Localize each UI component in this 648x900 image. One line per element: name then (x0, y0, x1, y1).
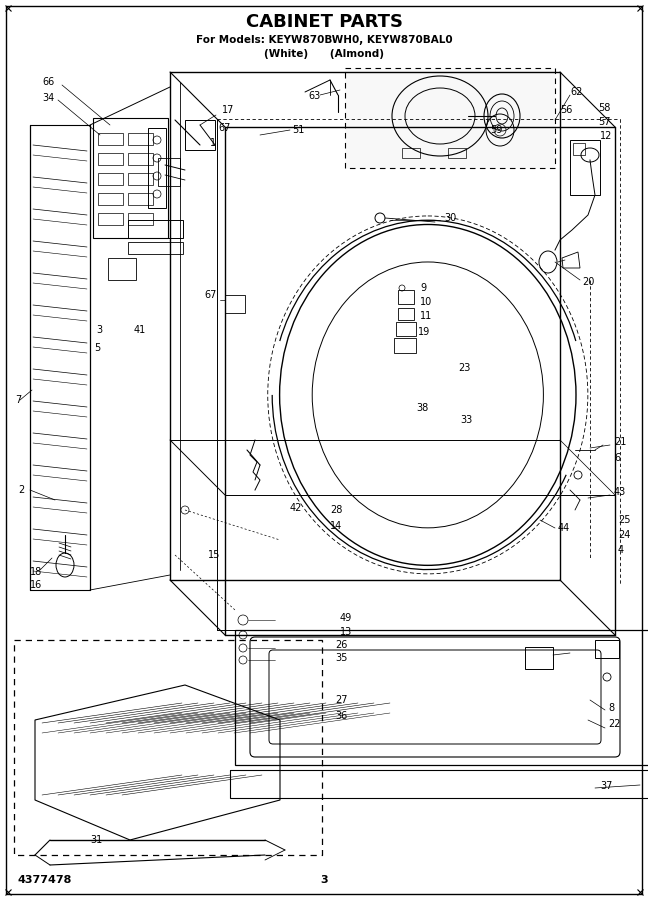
Text: 30: 30 (444, 213, 456, 223)
Text: 8: 8 (608, 703, 614, 713)
Text: 34: 34 (42, 93, 54, 103)
Text: 3: 3 (96, 325, 102, 335)
Bar (402, 148, 420, 158)
Bar (448, 148, 466, 158)
Text: 24: 24 (618, 530, 631, 540)
Text: 66: 66 (42, 77, 54, 87)
Text: 18: 18 (30, 567, 42, 577)
Text: 37: 37 (600, 781, 612, 791)
Text: 4: 4 (618, 545, 624, 555)
Bar (225, 295, 245, 313)
Bar (570, 140, 600, 195)
Bar (230, 770, 648, 798)
Text: 5: 5 (94, 343, 100, 353)
Text: 49: 49 (340, 613, 353, 623)
Text: 57: 57 (598, 117, 610, 127)
Bar (158, 158, 180, 186)
Bar (128, 242, 183, 254)
Text: 3: 3 (320, 875, 328, 885)
Text: (White)      (Almond): (White) (Almond) (264, 49, 384, 59)
Text: 58: 58 (598, 103, 610, 113)
Bar (396, 322, 416, 336)
Text: 11: 11 (420, 311, 432, 321)
Text: 10: 10 (420, 297, 432, 307)
Text: 13: 13 (340, 627, 353, 637)
Bar (98, 173, 123, 185)
Bar (394, 338, 416, 353)
Text: 1: 1 (210, 138, 216, 148)
Text: 42: 42 (290, 503, 303, 513)
Bar (128, 193, 153, 205)
Text: 31: 31 (90, 835, 102, 845)
Bar (128, 220, 183, 238)
Text: 15: 15 (208, 550, 220, 560)
Text: 17: 17 (222, 105, 235, 115)
Bar (14, 640, 322, 855)
Bar (98, 193, 123, 205)
Text: 19: 19 (418, 327, 430, 337)
Bar (185, 120, 215, 150)
Text: 25: 25 (618, 515, 631, 525)
Text: 6: 6 (614, 453, 620, 463)
Text: 26: 26 (335, 640, 347, 650)
Text: 63: 63 (308, 91, 320, 101)
Bar (128, 173, 153, 185)
Bar (148, 128, 166, 208)
Bar (345, 68, 555, 168)
Text: 38: 38 (416, 403, 428, 413)
Text: 33: 33 (460, 415, 472, 425)
Bar (398, 308, 414, 320)
Text: 27: 27 (335, 695, 347, 705)
Text: 67: 67 (218, 123, 231, 133)
Text: 67: 67 (204, 290, 216, 300)
Bar (98, 153, 123, 165)
Text: 51: 51 (292, 125, 305, 135)
Text: 12: 12 (600, 131, 612, 141)
Text: 59: 59 (490, 125, 502, 135)
Bar (235, 630, 648, 765)
Text: 9: 9 (420, 283, 426, 293)
Bar (93, 118, 168, 238)
Text: 41: 41 (134, 325, 146, 335)
Text: 44: 44 (558, 523, 570, 533)
Bar (525, 647, 553, 669)
Text: 16: 16 (30, 580, 42, 590)
Bar (128, 213, 153, 225)
Text: 36: 36 (335, 711, 347, 721)
Text: 43: 43 (614, 487, 626, 497)
Text: 62: 62 (570, 87, 583, 97)
Text: 28: 28 (330, 505, 342, 515)
Text: 23: 23 (458, 363, 470, 373)
Bar (595, 640, 619, 658)
Bar (398, 290, 414, 304)
Text: For Models: KEYW870BWH0, KEYW870BAL0: For Models: KEYW870BWH0, KEYW870BAL0 (196, 35, 452, 45)
Bar (108, 258, 136, 280)
Text: 35: 35 (335, 653, 347, 663)
Bar (573, 143, 585, 155)
Text: 7: 7 (15, 395, 21, 405)
Text: 21: 21 (614, 437, 627, 447)
Text: 14: 14 (330, 521, 342, 531)
Bar (98, 133, 123, 145)
Bar (128, 153, 153, 165)
Text: 2: 2 (18, 485, 24, 495)
Bar (128, 133, 153, 145)
Text: CABINET PARTS: CABINET PARTS (246, 13, 402, 31)
Text: 4377478: 4377478 (18, 875, 73, 885)
Bar (98, 213, 123, 225)
Text: 56: 56 (560, 105, 572, 115)
Text: 22: 22 (608, 719, 621, 729)
Text: 20: 20 (582, 277, 594, 287)
